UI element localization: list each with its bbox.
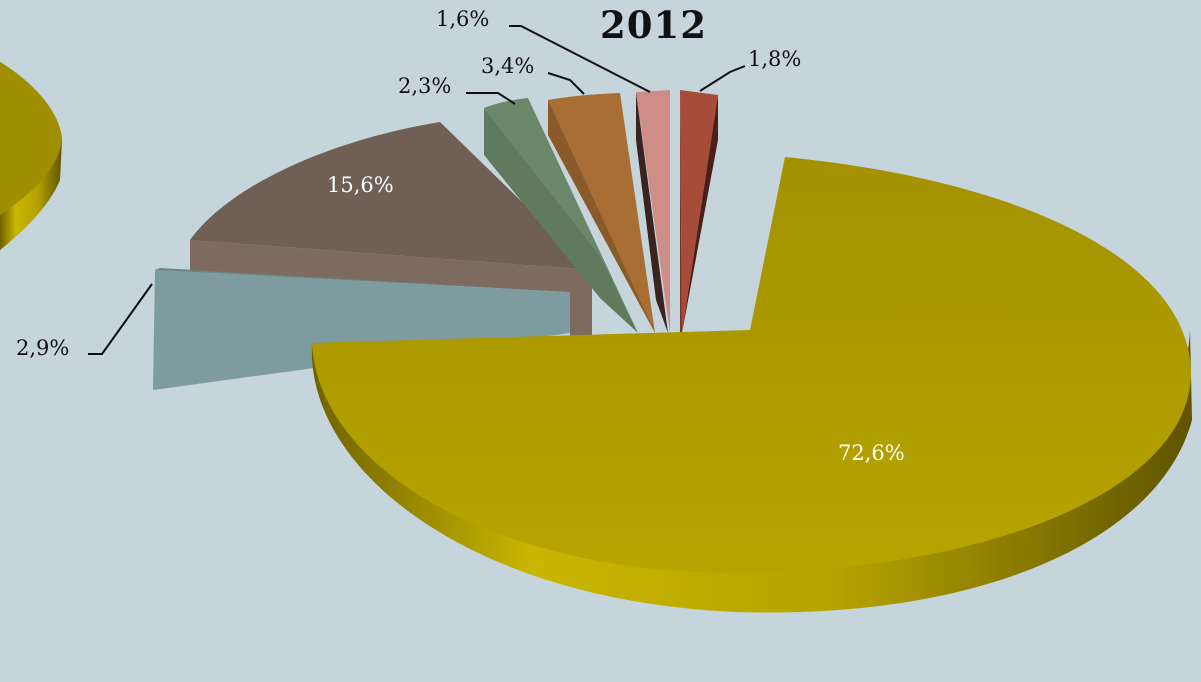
chart-title: 2012 (600, 3, 707, 47)
label-15-6: 15,6% (327, 173, 394, 197)
slice-1-8 (680, 90, 718, 333)
slice-15-6 (190, 122, 592, 338)
label-1-8: 1,8% (748, 47, 801, 71)
leader-line-3-4 (547, 72, 585, 95)
label-2-9: 2,9% (16, 336, 69, 360)
leader-lines (88, 25, 746, 355)
leader-line-2-9 (88, 283, 153, 355)
slice-72-6 (311, 157, 1192, 613)
slice-1-6 (636, 90, 670, 333)
label-2-3: 2,3% (398, 74, 451, 98)
label-3-4: 3,4% (481, 54, 534, 78)
adjacent-pie-partial (0, 62, 62, 250)
leader-line-2-3 (466, 92, 516, 105)
leader-line-1-6 (509, 25, 651, 93)
label-1-6: 1,6% (436, 7, 489, 31)
slice-3-4 (548, 93, 655, 333)
slice-2-3 (484, 98, 638, 333)
label-72-6: 72,6% (838, 441, 905, 465)
leader-line-1-8 (699, 65, 746, 92)
